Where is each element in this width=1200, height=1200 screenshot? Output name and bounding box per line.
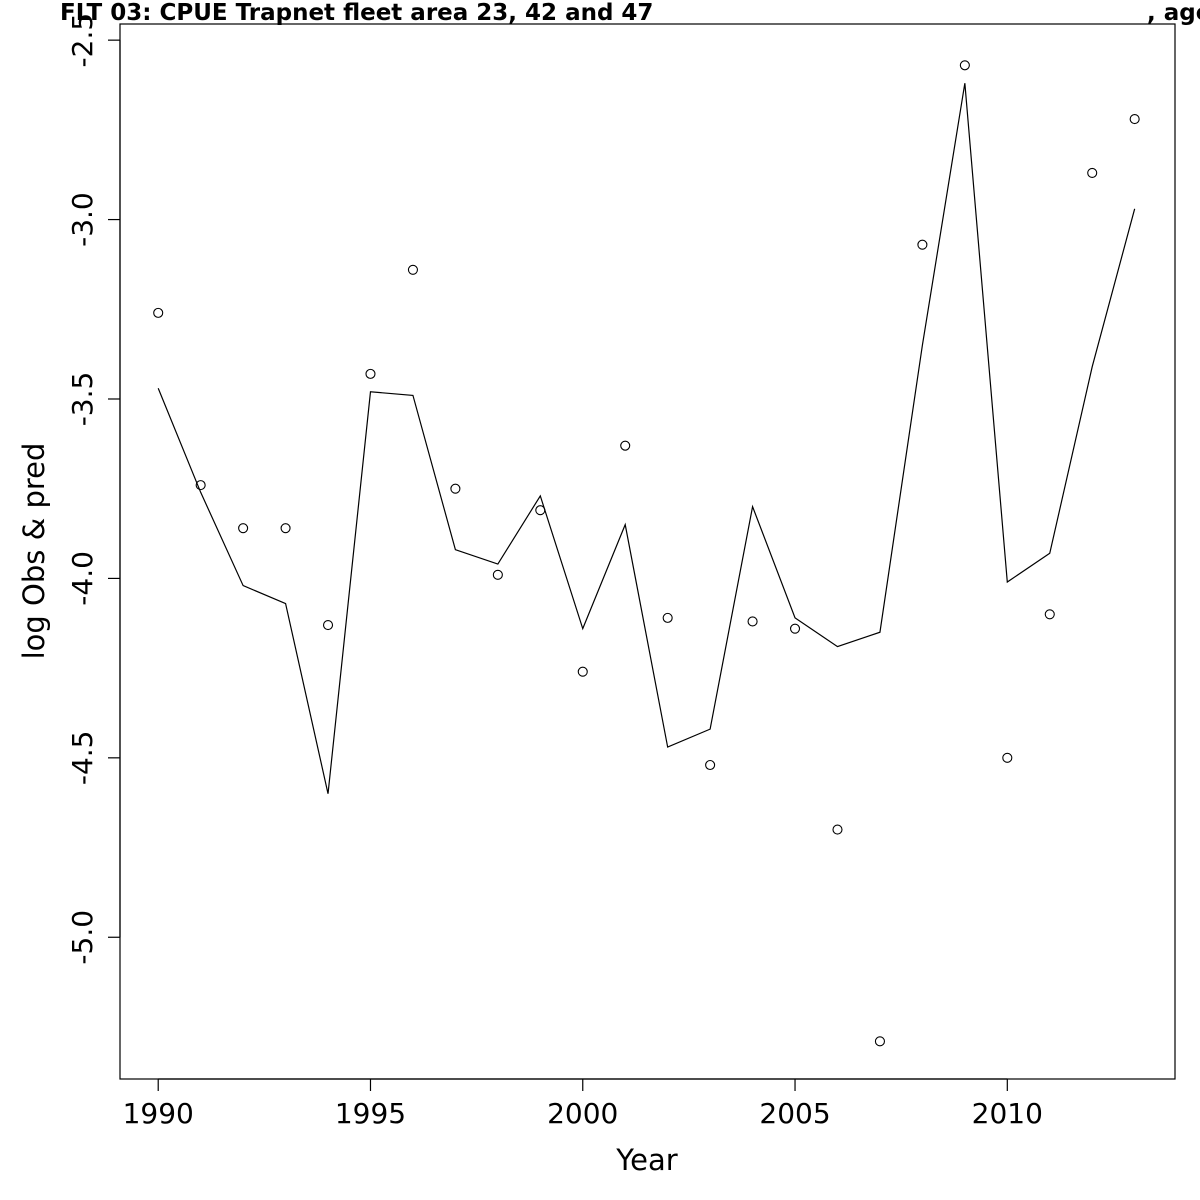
chart-title-suffix: , age <box>1147 0 1200 26</box>
observed-point <box>1002 752 1013 763</box>
y-tick-label: -3.0 <box>66 192 99 247</box>
x-tick-label: 2010 <box>972 1097 1043 1130</box>
predicted-line <box>157 83 1136 794</box>
observed-point <box>789 623 801 634</box>
y-tick-label: -3.5 <box>66 372 99 427</box>
observed-point <box>195 480 206 491</box>
observed-point <box>407 264 418 275</box>
x-axis-title: Year <box>615 1143 677 1177</box>
observed-point <box>832 824 843 835</box>
observed-point <box>662 612 673 623</box>
observed-point <box>620 440 631 451</box>
y-tick-label: -2.5 <box>66 13 99 68</box>
observed-point <box>577 666 588 677</box>
y-axis: -2.5 -3.0 -3.5 -4.0 -4.5 -5.0 <box>66 13 121 965</box>
y-tick-label: -5.0 <box>66 910 99 965</box>
y-tick-label: -4.0 <box>66 551 99 606</box>
x-tick-label: 2005 <box>759 1097 830 1130</box>
x-tick-label: 2000 <box>547 1097 618 1130</box>
series-layer <box>153 60 1140 1047</box>
observed-point <box>280 523 291 534</box>
observed-point <box>1044 609 1055 620</box>
x-tick-label: 1995 <box>335 1097 406 1130</box>
y-tick-label: -4.5 <box>66 731 99 786</box>
x-axis: 1990 1995 2000 2005 2010 <box>123 1078 1043 1130</box>
observed-point <box>705 759 716 771</box>
plot-frame <box>119 23 1176 1080</box>
observed-point <box>917 239 928 250</box>
x-tick-label: 1990 <box>123 1097 194 1130</box>
observed-point <box>153 307 164 318</box>
observed-point <box>238 523 249 534</box>
observed-point <box>492 569 503 580</box>
observed-point <box>322 620 334 631</box>
y-axis-title: log Obs & pred <box>17 443 51 660</box>
observed-point <box>1129 114 1140 125</box>
observed-point <box>450 483 461 494</box>
chart-title: FLT 03: CPUE Trapnet fleet area 23, 42 a… <box>60 0 654 26</box>
observed-point <box>747 616 758 627</box>
observed-point <box>365 368 376 379</box>
observed-point <box>874 1036 885 1047</box>
observed-point <box>959 60 970 71</box>
observed-point <box>1087 167 1098 178</box>
